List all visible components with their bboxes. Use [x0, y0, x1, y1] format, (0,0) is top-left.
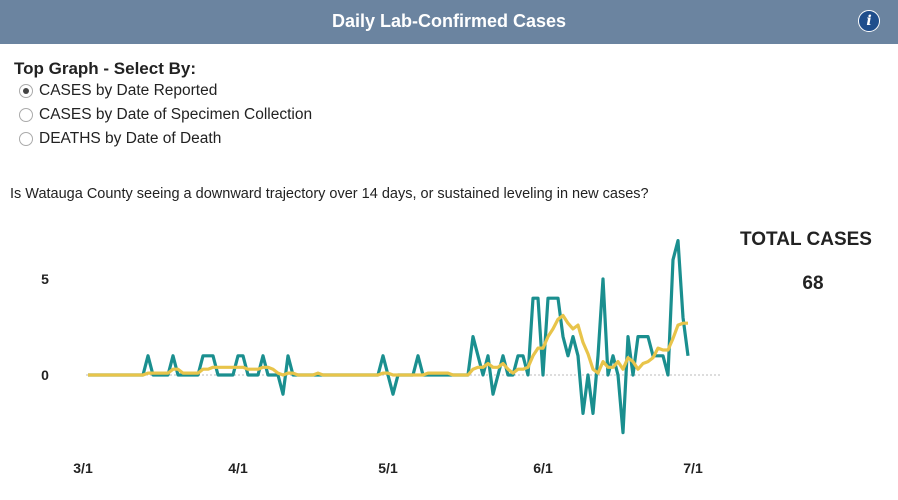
total-cases-value: 68 [802, 273, 824, 294]
daily-cases-line [88, 239, 690, 435]
radio-label: DEATHS by Date of Death [39, 130, 222, 147]
header-bar: Daily Lab-Confirmed Cases i [0, 0, 898, 44]
trajectory-question: Is Watauga County seeing a downward traj… [10, 186, 649, 202]
info-icon[interactable]: i [858, 10, 880, 32]
total-cases-label: TOTAL CASES [740, 229, 872, 250]
graph-selector-label: Top Graph - Select By: [14, 59, 196, 78]
x-tick-label: 6/1 [533, 460, 553, 476]
y-tick-label: 5 [41, 271, 49, 287]
x-tick-label: 3/1 [73, 460, 93, 476]
radio-unselected-icon[interactable] [19, 108, 33, 122]
radio-cases-date-reported[interactable]: CASES by Date Reported [19, 82, 217, 100]
y-tick-label: 0 [41, 367, 49, 383]
radio-selected-icon[interactable] [19, 84, 33, 98]
radio-cases-specimen-collection[interactable]: CASES by Date of Specimen Collection [19, 106, 312, 124]
page-title: Daily Lab-Confirmed Cases [331, 11, 567, 31]
radio-label: CASES by Date of Specimen Collection [39, 106, 313, 123]
x-tick-label: 4/1 [228, 460, 248, 476]
radio-label: CASES by Date Reported [39, 82, 218, 99]
moving-average-line [88, 313, 688, 377]
x-tick-label: 7/1 [683, 460, 703, 476]
radio-unselected-icon[interactable] [19, 132, 33, 146]
radio-deaths-date-of-death[interactable]: DEATHS by Date of Death [19, 130, 221, 148]
x-tick-label: 5/1 [378, 460, 398, 476]
